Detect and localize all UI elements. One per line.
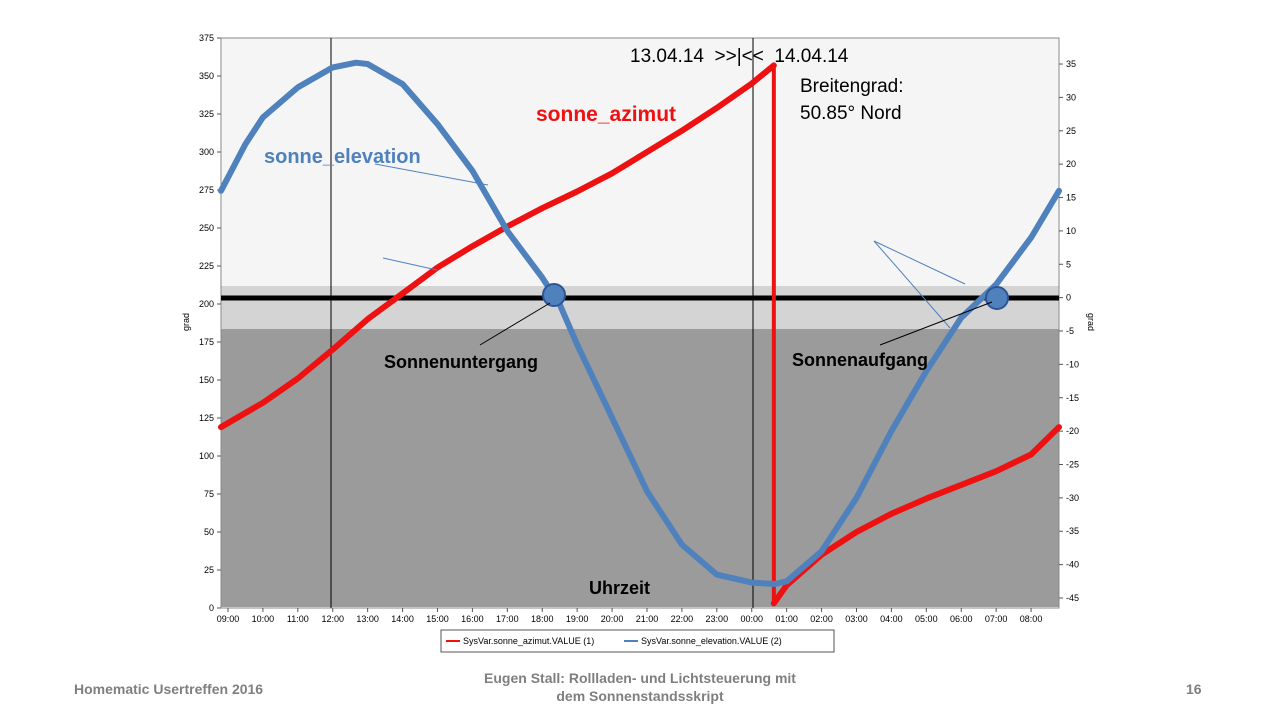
x-tick-label: 07:00 <box>985 614 1008 624</box>
x-tick-label: 12:00 <box>321 614 344 624</box>
y-right-tick-label: -5 <box>1066 326 1074 336</box>
sunrise-arrow-line <box>879 301 993 346</box>
series-layer <box>218 59 1062 607</box>
x-tick-label: 15:00 <box>426 614 449 624</box>
x-tick-label: 16:00 <box>461 614 484 624</box>
sunrise-marker <box>985 286 1009 310</box>
legend-label-elevation: SysVar.sonne_elevation.VALUE (2) <box>641 636 782 646</box>
y-right-tick-label: 35 <box>1066 59 1076 69</box>
x-tick-label: 02:00 <box>810 614 833 624</box>
plot-area-twilight <box>221 286 1059 329</box>
x-tick-label: 11:00 <box>287 614 309 624</box>
sunrise-label: Sonnenaufgang <box>792 350 928 370</box>
elevation-series-label: sonne_elevation <box>264 146 421 168</box>
y-left-tick-label: 50 <box>204 527 214 537</box>
y-left-tick-label: 0 <box>209 603 214 613</box>
y-right-tick-label: -40 <box>1066 560 1079 570</box>
plot-area-day <box>221 38 1059 286</box>
sunset-label: Sonnenuntergang <box>384 352 538 372</box>
y-left-tick-label: 200 <box>199 299 214 309</box>
left-axis-ticks: 0 25 50 75 100 125 150 175 200 225 250 275 300 325 350… <box>199 33 221 613</box>
x-tick-label: 18:00 <box>531 614 554 624</box>
x-tick-label: 00:00 <box>740 614 763 624</box>
sunset-marker <box>542 283 566 307</box>
sunrise-callout-line-2 <box>873 240 951 329</box>
y-right-tick-label: -35 <box>1066 526 1079 536</box>
x-tick-label: 17:00 <box>496 614 519 624</box>
x-tick-label: 19:00 <box>566 614 589 624</box>
legend: SysVar.sonne_azimut.VALUE (1) SysVar.son… <box>440 629 835 653</box>
y-right-tick-label: 15 <box>1066 193 1076 203</box>
footer-title-line2: dem Sonnenstandsskript <box>556 688 724 704</box>
slide-number: 16 <box>1186 681 1202 697</box>
y-left-tick-label: 125 <box>199 413 214 423</box>
x-tick-label: 13:00 <box>356 614 379 624</box>
x-tick-label: 01:00 <box>775 614 798 624</box>
y-right-tick-label: -30 <box>1066 493 1079 503</box>
x-tick-label: 14:00 <box>391 614 414 624</box>
y-left-tick-label: 225 <box>199 261 214 271</box>
y-right-tick-label: -25 <box>1066 459 1079 469</box>
y-left-tick-label: 375 <box>199 33 214 43</box>
y-left-tick-label: 250 <box>199 223 214 233</box>
sunrise-callout-line-1 <box>873 240 966 285</box>
x-axis-ticks: 09:00 10:00 11:00 12:00 13:00 14:00 15:00 16:00… <box>217 608 1043 624</box>
y-right-tick-label: 30 <box>1066 92 1076 102</box>
y-left-tick-label: 350 <box>199 71 214 81</box>
y-left-tick-label: 100 <box>199 451 214 461</box>
y-right-tick-label: 5 <box>1066 259 1071 269</box>
x-tick-label: 20:00 <box>601 614 624 624</box>
y-right-tick-label: 10 <box>1066 226 1076 236</box>
y-left-axis-label: grad <box>181 313 191 331</box>
plot-area-border <box>220 37 1060 609</box>
y-right-tick-label: 25 <box>1066 126 1076 136</box>
footer-title-line1: Eugen Stall: Rollladen- und Lichtsteueru… <box>484 670 796 686</box>
y-right-tick-label: -20 <box>1066 426 1079 436</box>
footer-event-title: Homematic Usertreffen 2016 <box>74 681 264 697</box>
y-left-tick-label: 150 <box>199 375 214 385</box>
y-right-tick-label: -10 <box>1066 359 1079 369</box>
plot-area-night <box>221 329 1059 607</box>
y-left-tick-label: 75 <box>204 489 214 499</box>
x-tick-label: 06:00 <box>950 614 973 624</box>
latitude-label-line2: 50.85° Nord <box>800 103 902 124</box>
azimut-series-label: sonne_azimut <box>536 103 676 126</box>
y-left-tick-label: 25 <box>204 565 214 575</box>
x-tick-label: 22:00 <box>671 614 694 624</box>
y-right-tick-label: 0 <box>1066 293 1071 303</box>
right-axis-ticks: 35 30 25 20 15 10 5 0 -5 -10 -15 -20 -25 -30 -35 -40 -45 <box>1059 59 1079 603</box>
date-range-label: 13.04.14 >>|<< 14.04.14 <box>630 46 849 67</box>
y-left-tick-label: 300 <box>199 147 214 157</box>
y-left-tick-label: 175 <box>199 337 214 347</box>
x-tick-label: 09:00 <box>217 614 240 624</box>
elevation-series-line <box>218 59 1062 587</box>
y-left-tick-label: 275 <box>199 185 214 195</box>
time-label: Uhrzeit <box>589 578 650 598</box>
x-tick-label: 23:00 <box>706 614 729 624</box>
y-left-tick-label: 325 <box>199 109 214 119</box>
x-tick-label: 04:00 <box>880 614 903 624</box>
latitude-label-line1: Breitengrad: <box>800 76 904 97</box>
y-right-tick-label: -15 <box>1066 393 1079 403</box>
x-tick-label: 10:00 <box>252 614 275 624</box>
x-tick-label: 03:00 <box>845 614 868 624</box>
legend-label-azimut: SysVar.sonne_azimut.VALUE (1) <box>463 636 594 646</box>
x-tick-label: 21:00 <box>636 614 659 624</box>
footer-presentation-title: Eugen Stall: Rollladen- und Lichtsteueru… <box>430 669 850 705</box>
y-right-tick-label: -45 <box>1066 593 1079 603</box>
azimut-callout-line <box>382 257 438 271</box>
x-tick-label: 05:00 <box>915 614 938 624</box>
sunset-arrow-line <box>479 302 551 346</box>
x-tick-label: 08:00 <box>1020 614 1043 624</box>
elevation-callout-line <box>374 163 489 186</box>
y-right-axis-label: grad <box>1086 313 1096 331</box>
y-right-tick-label: 20 <box>1066 159 1076 169</box>
